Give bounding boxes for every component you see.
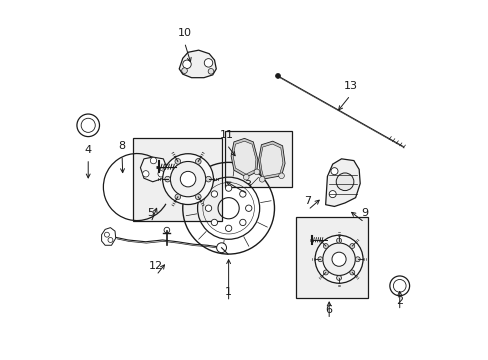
- Circle shape: [349, 244, 354, 248]
- Text: 9: 9: [360, 208, 367, 218]
- Text: 10: 10: [177, 28, 191, 38]
- Circle shape: [108, 238, 113, 242]
- Text: 1: 1: [224, 288, 232, 297]
- Circle shape: [336, 238, 341, 243]
- Circle shape: [164, 227, 169, 233]
- Circle shape: [245, 205, 251, 211]
- Circle shape: [355, 257, 360, 262]
- Circle shape: [195, 158, 201, 164]
- Text: 6: 6: [325, 305, 332, 315]
- Circle shape: [182, 68, 187, 73]
- Circle shape: [180, 171, 195, 187]
- Circle shape: [183, 60, 191, 68]
- Circle shape: [158, 171, 164, 177]
- Polygon shape: [179, 50, 216, 78]
- Circle shape: [323, 270, 327, 275]
- Circle shape: [330, 168, 337, 175]
- Text: 12: 12: [149, 261, 163, 271]
- Circle shape: [163, 154, 213, 204]
- Circle shape: [164, 176, 170, 182]
- Circle shape: [205, 205, 211, 211]
- Circle shape: [208, 68, 213, 74]
- Polygon shape: [325, 159, 360, 207]
- Circle shape: [331, 252, 346, 266]
- Circle shape: [211, 219, 217, 226]
- Polygon shape: [233, 141, 255, 174]
- Circle shape: [389, 276, 409, 296]
- Circle shape: [314, 235, 362, 283]
- Circle shape: [77, 114, 99, 136]
- Circle shape: [328, 190, 336, 198]
- Circle shape: [275, 73, 280, 78]
- Circle shape: [211, 191, 217, 197]
- Circle shape: [336, 275, 341, 280]
- Text: 11: 11: [220, 130, 233, 140]
- Text: 13: 13: [343, 81, 357, 91]
- Circle shape: [336, 173, 353, 190]
- Circle shape: [216, 243, 226, 253]
- Circle shape: [204, 59, 212, 67]
- Circle shape: [322, 243, 355, 275]
- Circle shape: [392, 279, 405, 292]
- FancyBboxPatch shape: [295, 217, 367, 298]
- Circle shape: [104, 232, 109, 237]
- Polygon shape: [231, 138, 257, 177]
- Circle shape: [317, 257, 322, 262]
- Circle shape: [170, 162, 205, 197]
- Circle shape: [349, 270, 354, 275]
- Circle shape: [225, 225, 231, 231]
- Circle shape: [239, 191, 245, 197]
- Circle shape: [239, 219, 245, 226]
- Circle shape: [225, 185, 231, 191]
- Circle shape: [175, 194, 180, 200]
- Polygon shape: [258, 141, 285, 179]
- FancyBboxPatch shape: [133, 138, 221, 221]
- Circle shape: [205, 176, 211, 182]
- Text: 5: 5: [147, 208, 154, 218]
- Text: 2: 2: [395, 296, 403, 306]
- Circle shape: [243, 174, 248, 180]
- Text: 3: 3: [244, 180, 251, 190]
- Circle shape: [195, 194, 201, 200]
- Polygon shape: [140, 157, 166, 182]
- Circle shape: [142, 171, 149, 177]
- Circle shape: [253, 169, 259, 175]
- Circle shape: [175, 158, 180, 164]
- Polygon shape: [260, 144, 283, 176]
- FancyBboxPatch shape: [224, 131, 291, 187]
- Circle shape: [278, 173, 284, 179]
- Text: 4: 4: [84, 145, 92, 154]
- Circle shape: [150, 157, 156, 164]
- Circle shape: [323, 244, 327, 248]
- Text: 8: 8: [118, 141, 125, 151]
- Circle shape: [81, 118, 95, 132]
- Text: 7: 7: [304, 196, 311, 206]
- Circle shape: [259, 176, 264, 182]
